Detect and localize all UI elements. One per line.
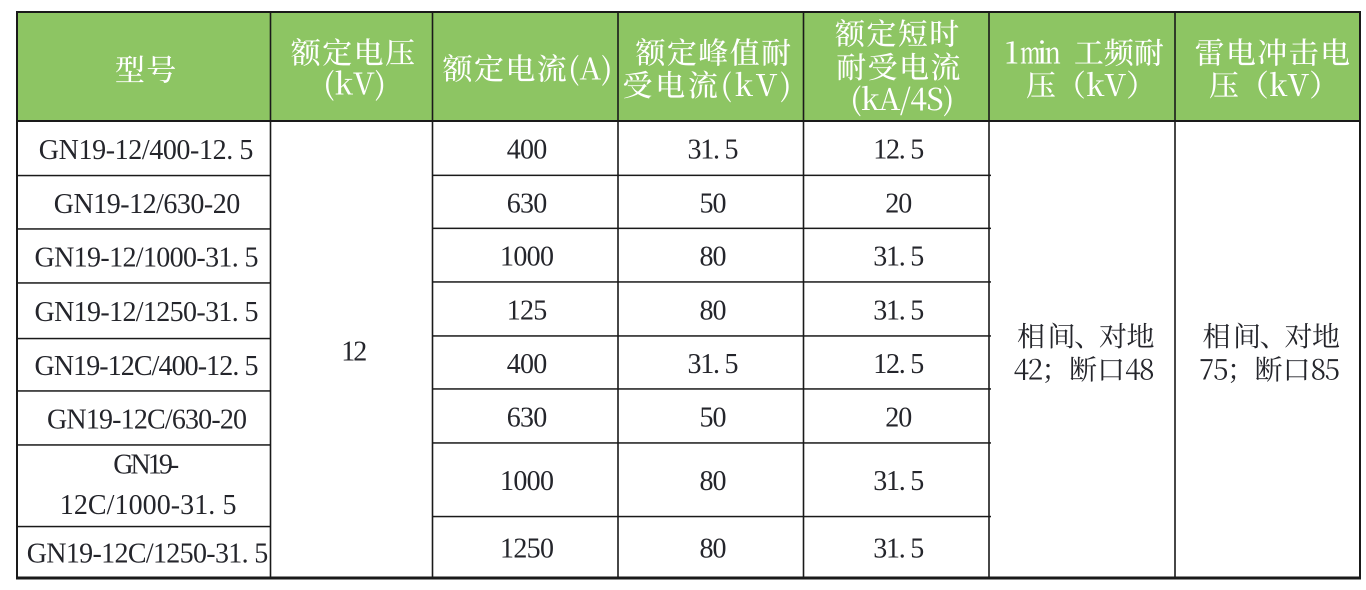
svg-text:630: 630: [507, 188, 548, 219]
svg-text:12. 5: 12. 5: [873, 135, 924, 166]
svg-text:20: 20: [885, 403, 912, 434]
svg-text:80: 80: [700, 534, 727, 565]
svg-text:20: 20: [885, 188, 912, 219]
svg-text:125: 125: [507, 296, 548, 327]
svg-text:GN19-12/400-12. 5: GN19-12/400-12. 5: [39, 135, 254, 166]
svg-text:80: 80: [700, 466, 727, 497]
svg-text:31. 5: 31. 5: [688, 349, 739, 380]
svg-text:31. 5: 31. 5: [873, 534, 924, 565]
svg-text:GN19-12C/400-12. 5: GN19-12C/400-12. 5: [35, 351, 259, 382]
svg-text:GN19-12/1000-31. 5: GN19-12/1000-31. 5: [35, 243, 259, 274]
svg-text:31. 5: 31. 5: [688, 135, 739, 166]
svg-text:80: 80: [700, 242, 727, 273]
svg-text:31. 5: 31. 5: [873, 242, 924, 273]
svg-text:400: 400: [507, 349, 548, 380]
svg-text:1250: 1250: [500, 534, 554, 565]
svg-text:GN19-: GN19-: [113, 450, 179, 481]
svg-text:12C/1000-31. 5: 12C/1000-31. 5: [60, 490, 237, 521]
svg-text:31. 5: 31. 5: [873, 296, 924, 327]
svg-text:GN19-12C/1250-31. 5: GN19-12C/1250-31. 5: [27, 539, 269, 570]
svg-text:GN19-12C/630-20: GN19-12C/630-20: [47, 405, 247, 436]
svg-text:50: 50: [700, 188, 727, 219]
svg-text:12. 5: 12. 5: [873, 349, 924, 380]
svg-text:GN19-12/1250-31. 5: GN19-12/1250-31. 5: [35, 297, 259, 328]
svg-text:50: 50: [700, 403, 727, 434]
svg-text:GN19-12/630-20: GN19-12/630-20: [54, 189, 241, 220]
svg-text:400: 400: [507, 135, 548, 166]
svg-text:12: 12: [341, 337, 367, 368]
svg-text:1000: 1000: [500, 242, 554, 273]
svg-text:80: 80: [700, 296, 727, 327]
svg-text:31. 5: 31. 5: [873, 466, 924, 497]
svg-text:1000: 1000: [500, 466, 554, 497]
svg-text:630: 630: [507, 403, 548, 434]
